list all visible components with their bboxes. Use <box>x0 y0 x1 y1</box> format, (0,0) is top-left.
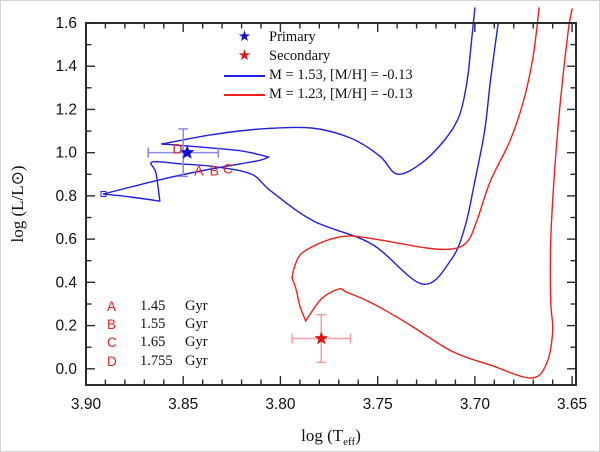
age-key: C <box>107 335 117 351</box>
y-axis-title-text: log (L/L⊙) <box>8 165 27 243</box>
red-line-swatch <box>222 93 267 96</box>
legend-line-sample <box>224 93 265 96</box>
legend: ★ Primary ★ Secondary M = 1.53, [M/H] = … <box>222 28 413 104</box>
secondary-star-icon: ★ <box>237 48 252 64</box>
x-tick-label: 3.80 <box>265 396 296 413</box>
y-tick-label: 0.4 <box>55 274 77 291</box>
x-tick-label: 3.90 <box>71 396 102 413</box>
age-row-c: C 1.65 Gyr <box>107 334 208 352</box>
primary-star-marker <box>179 144 195 159</box>
tick-labels: 3.90 3.85 3.80 3.75 3.70 3.65 0.0 0.2 0.4 0.6 0.8 1… <box>55 15 587 413</box>
legend-item-secondary-track: M = 1.23, [M/H] = -0.13 <box>222 85 413 104</box>
y-tick-label: 1.6 <box>55 15 77 32</box>
y-axis-title: log (L/L⊙) <box>8 165 28 242</box>
track-point-label-D: D <box>172 140 182 156</box>
legend-item-primary: ★ Primary <box>222 28 413 47</box>
track-segment <box>291 7 540 279</box>
legend-item-primary-track: M = 1.53, [M/H] = -0.13 <box>222 66 413 85</box>
age-key: A <box>107 298 117 314</box>
y-tick-label: 0.6 <box>55 231 77 248</box>
track-segment <box>161 7 476 175</box>
track-segment <box>150 22 499 285</box>
legend-line-sample <box>224 74 265 77</box>
age-row-b: B 1.55 Gyr <box>107 315 208 333</box>
legend-label: Primary <box>269 29 316 45</box>
track-segment <box>102 156 270 195</box>
legend-item-secondary: ★ Secondary <box>222 47 413 66</box>
x-axis-title-subscript: eff <box>343 436 356 449</box>
y-tick-label: 0.0 <box>55 361 77 378</box>
legend-label: Secondary <box>269 48 331 64</box>
y-tick-label: 1.4 <box>55 58 77 75</box>
age-value: 1.45 <box>140 297 166 314</box>
age-unit: Gyr <box>185 315 208 332</box>
age-annotations: A 1.45 Gyr B 1.55 Gyr C 1.65 Gyr D 1.755… <box>107 297 208 370</box>
x-axis-title: log (Teff) <box>301 426 361 448</box>
age-unit: Gyr <box>185 334 208 351</box>
track-secondary-mass <box>291 7 573 379</box>
age-value: 1.755 <box>140 352 173 369</box>
x-axis-title-close: ) <box>355 425 361 445</box>
age-row-a: A 1.45 Gyr <box>107 297 208 315</box>
track-segment <box>291 277 307 322</box>
x-tick-label: 3.85 <box>168 396 198 413</box>
y-tick-label: 1.2 <box>55 101 77 118</box>
blue-line-swatch <box>222 74 267 77</box>
legend-label: M = 1.53, [M/H] = -0.13 <box>269 67 413 83</box>
track-point-label-C: C <box>223 160 233 176</box>
track-primary-mass <box>100 7 499 285</box>
y-tick-label: 0.8 <box>55 188 77 205</box>
x-tick-label: 3.75 <box>363 396 393 413</box>
x-axis-title-text: log (T <box>301 425 344 445</box>
age-unit: Gyr <box>185 352 208 369</box>
track-point-label-A: A <box>194 162 204 178</box>
age-value: 1.55 <box>140 315 166 332</box>
zams-marker <box>100 190 107 197</box>
age-key: D <box>107 353 117 369</box>
x-tick-label: 3.65 <box>557 396 587 413</box>
age-unit: Gyr <box>185 297 208 314</box>
axes-box <box>85 22 577 386</box>
age-row-d: D 1.755 Gyr <box>107 352 208 370</box>
track-segment <box>161 143 270 158</box>
track-segment <box>102 193 161 202</box>
y-tick-label: 1.0 <box>55 145 77 162</box>
legend-label: M = 1.23, [M/H] = -0.13 <box>269 86 413 102</box>
axis-ticks <box>85 22 575 384</box>
age-key: B <box>107 316 117 332</box>
primary-star-icon: ★ <box>237 29 252 45</box>
y-tick-label: 0.2 <box>55 318 77 335</box>
age-value: 1.65 <box>140 334 166 351</box>
x-tick-label: 3.70 <box>460 396 491 413</box>
track-point-label-B: B <box>210 162 219 178</box>
track-segment <box>305 8 573 379</box>
track-age-letters: A B C D <box>172 140 233 178</box>
secondary-star-marker <box>314 331 329 345</box>
